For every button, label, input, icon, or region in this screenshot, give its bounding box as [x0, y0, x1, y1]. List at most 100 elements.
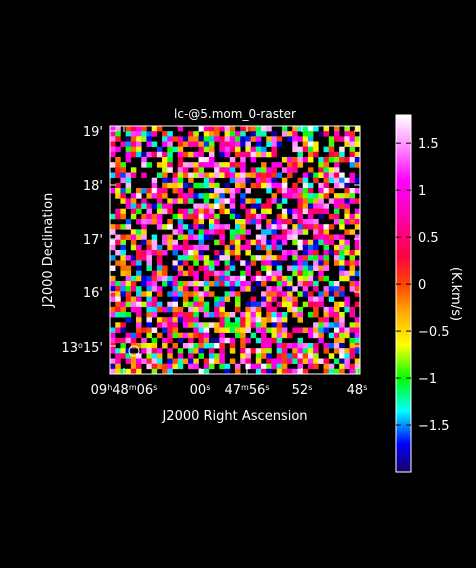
heatmap-cell: [162, 239, 168, 246]
heatmap-cell: [203, 260, 210, 266]
heatmap-cell: [307, 353, 314, 359]
heatmap-cell: [323, 306, 330, 313]
heatmap-cell: [297, 291, 304, 297]
heatmap-cell: [323, 265, 330, 271]
heatmap-cell: [188, 332, 194, 339]
heatmap-cell: [318, 208, 324, 215]
heatmap-cell: [193, 296, 199, 302]
heatmap-cell: [281, 255, 288, 261]
heatmap-cell: [302, 172, 309, 178]
heatmap-cell: [110, 306, 116, 313]
heatmap-cell: [344, 275, 350, 282]
colorbar-tick-label: −1: [418, 372, 437, 387]
heatmap-cell: [255, 126, 262, 132]
heatmap-cell: [125, 141, 132, 147]
colorbar-tick-label: −0.5: [418, 325, 450, 340]
heatmap-cell: [172, 358, 179, 364]
heatmap-cell: [151, 193, 158, 199]
heatmap-cell: [214, 337, 220, 344]
heatmap-cell: [333, 327, 340, 333]
heatmap-cell: [125, 281, 132, 287]
heatmap-cell: [136, 260, 142, 266]
heatmap-cell: [162, 188, 168, 194]
heatmap-cell: [146, 162, 152, 168]
heatmap-cell: [177, 332, 184, 339]
heatmap-cell: [198, 291, 205, 297]
heatmap-cell: [344, 188, 350, 194]
heatmap-cell: [297, 188, 304, 194]
heatmap-cell: [188, 348, 194, 354]
heatmap-cell: [297, 126, 304, 132]
heatmap-cell: [250, 172, 257, 178]
heatmap-cell: [203, 255, 210, 261]
heatmap-cell: [156, 213, 163, 220]
heatmap-cell: [297, 363, 304, 370]
heatmap-cell: [193, 322, 199, 328]
heatmap-cell: [110, 229, 116, 235]
heatmap-cell: [136, 296, 142, 302]
heatmap-cell: [115, 281, 121, 287]
heatmap-cell: [245, 172, 251, 178]
heatmap-cell: [146, 265, 152, 271]
heatmap-cell: [339, 270, 345, 277]
heatmap-cell: [219, 188, 225, 194]
heatmap-cell: [266, 286, 272, 292]
heatmap-cell: [245, 306, 251, 313]
heatmap-cell: [302, 193, 309, 199]
heatmap-cell: [188, 208, 194, 215]
heatmap-cell: [120, 177, 126, 184]
heatmap-cell: [229, 162, 236, 168]
heatmap-cell: [250, 126, 257, 132]
heatmap-cell: [245, 141, 251, 147]
heatmap-cell: [354, 260, 361, 266]
colorbar-tick-label: 1: [418, 184, 426, 199]
heatmap-cell: [224, 296, 231, 302]
heatmap-cell: [349, 265, 356, 271]
heatmap-cell: [193, 312, 199, 318]
heatmap-cell: [271, 306, 277, 313]
heatmap-cell: [162, 234, 168, 240]
heatmap-cell: [339, 193, 345, 199]
heatmap-cell: [193, 203, 199, 209]
heatmap-cell: [219, 275, 225, 282]
heatmap-cell: [115, 327, 121, 333]
heatmap-cell: [292, 296, 298, 302]
heatmap-cell: [349, 327, 356, 333]
heatmap-cell: [302, 177, 309, 184]
heatmap-cell: [193, 141, 199, 147]
heatmap-cell: [281, 234, 288, 240]
heatmap-cell: [261, 301, 267, 308]
heatmap-cell: [344, 229, 350, 235]
heatmap-cell: [255, 363, 262, 370]
heatmap-cell: [349, 306, 356, 313]
heatmap-cell: [339, 157, 345, 163]
heatmap-cell: [339, 136, 345, 142]
heatmap-cell: [182, 270, 189, 277]
heatmap-cell: [287, 286, 293, 292]
heatmap-cell: [125, 136, 132, 142]
heatmap-cell: [198, 337, 205, 344]
heatmap-cell: [354, 224, 361, 230]
heatmap-cell: [339, 260, 345, 266]
heatmap-cell: [266, 260, 272, 266]
heatmap-cell: [110, 172, 116, 178]
heatmap-cell: [281, 281, 288, 287]
heatmap-cell: [344, 296, 350, 302]
heatmap-cell: [261, 296, 267, 302]
heatmap-cell: [349, 157, 356, 163]
x-tick-label: 52s: [292, 383, 313, 399]
heatmap-cell: [182, 234, 189, 240]
heatmap-cell: [172, 229, 179, 235]
heatmap-cell: [162, 250, 168, 256]
heatmap-cell: [120, 322, 126, 328]
heatmap-cell: [188, 322, 194, 328]
heatmap-cell: [182, 136, 189, 142]
heatmap-cell: [130, 141, 137, 147]
heatmap-cell: [177, 317, 184, 323]
heatmap-cell: [156, 193, 163, 199]
heatmap-cell: [323, 131, 330, 137]
heatmap-cell: [245, 317, 251, 323]
heatmap-cell: [146, 188, 152, 194]
heatmap-cell: [250, 322, 257, 328]
heatmap-cell: [318, 213, 324, 220]
